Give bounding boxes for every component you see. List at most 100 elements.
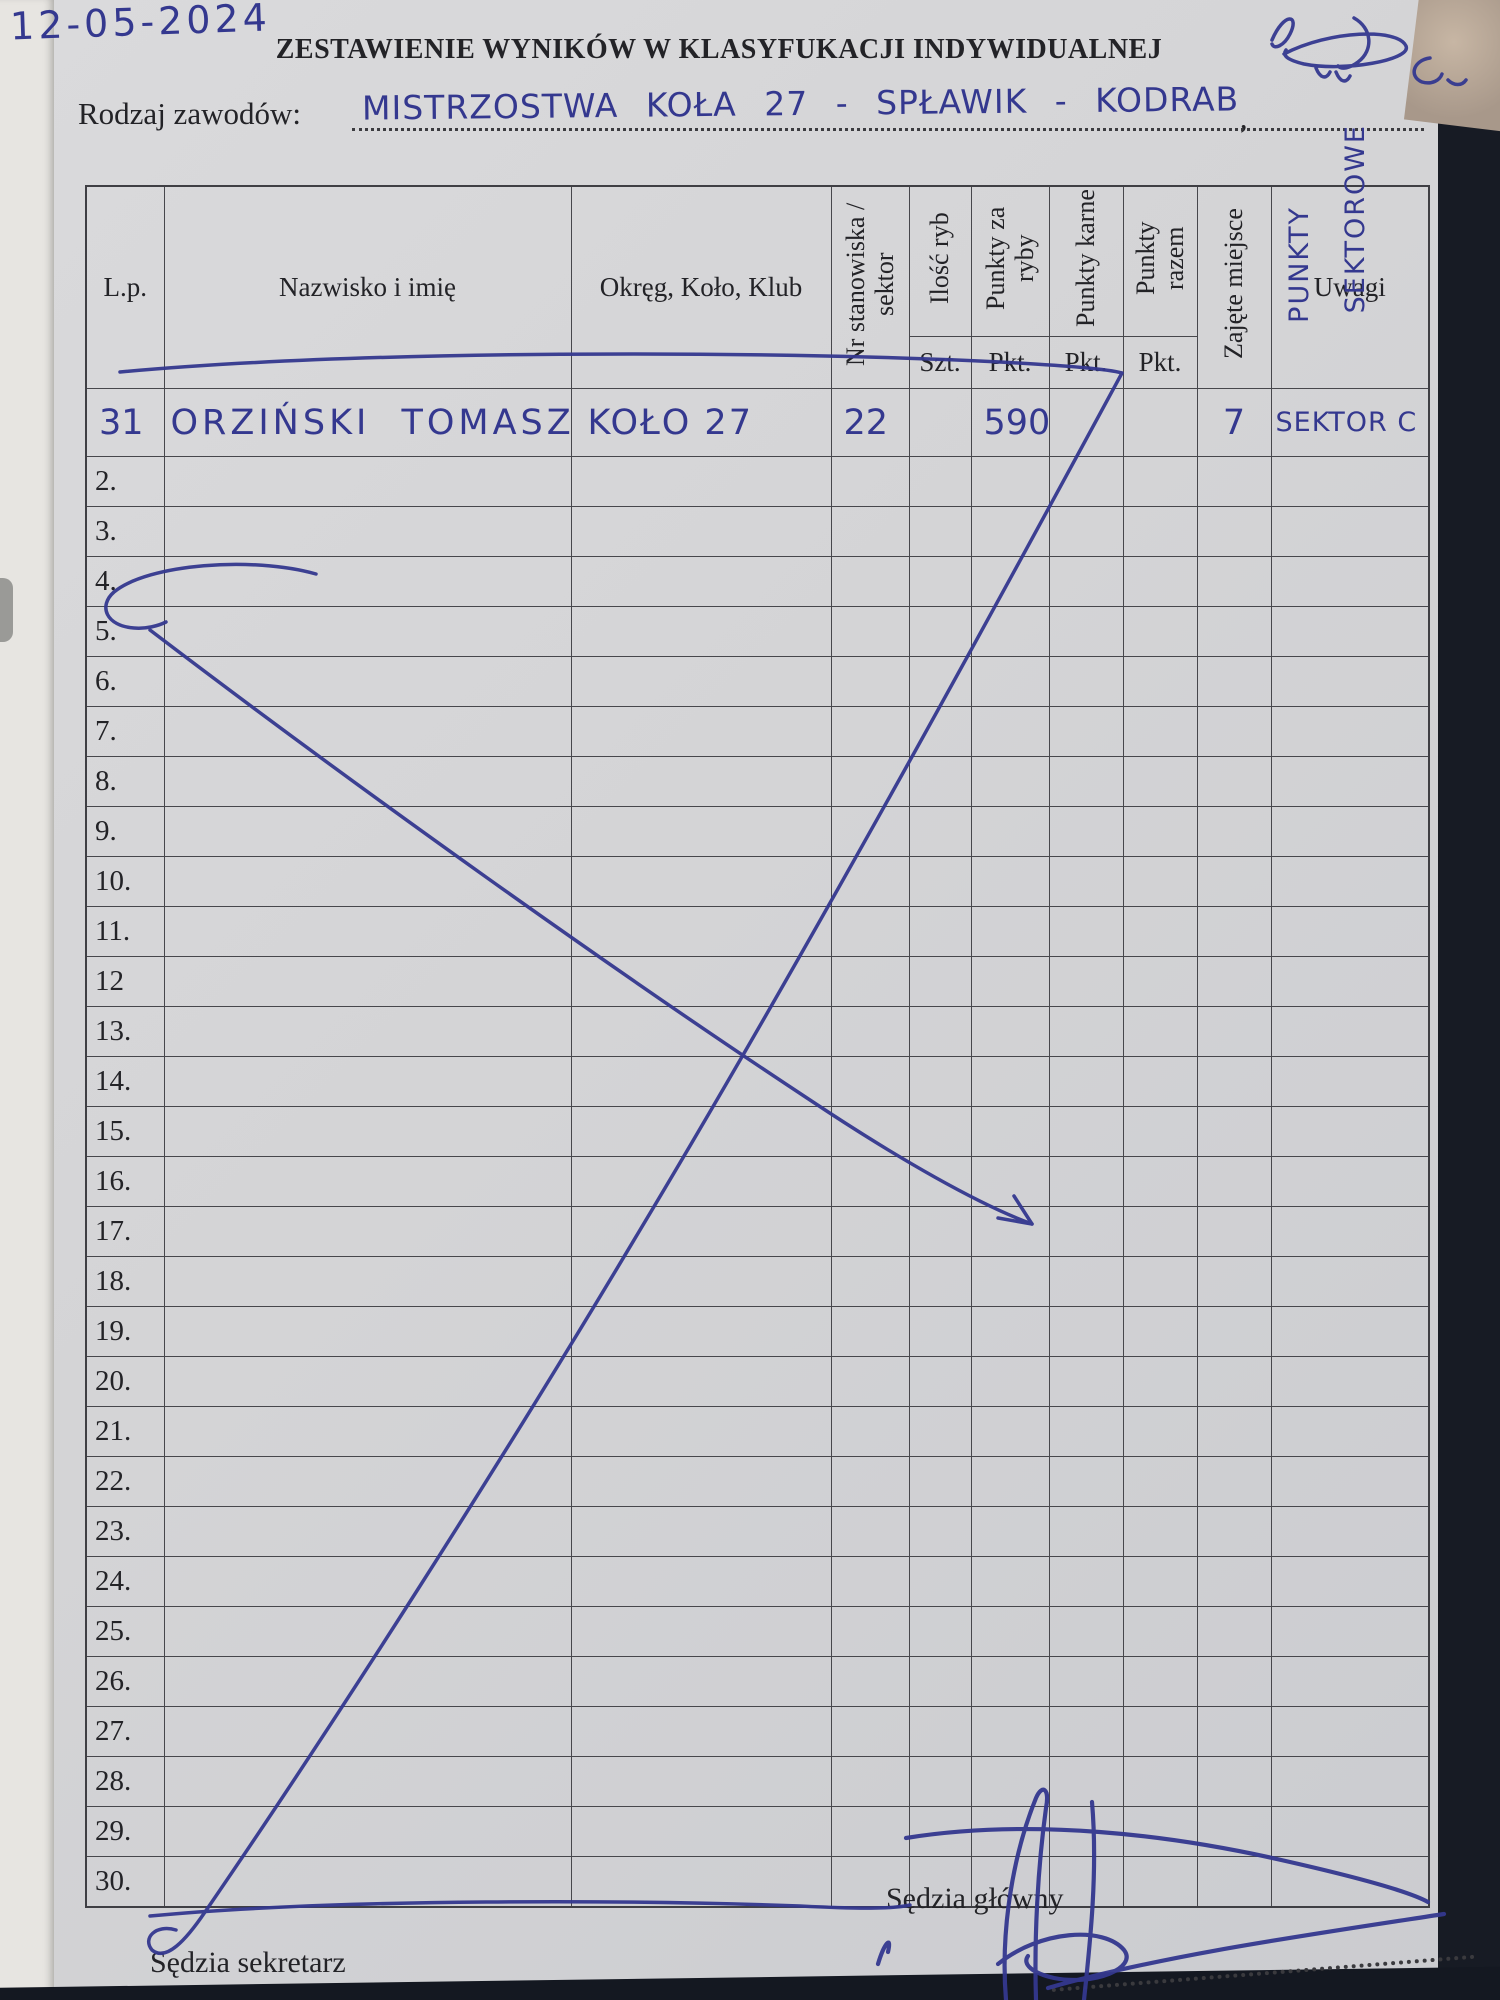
table-row: 4. [85, 556, 1430, 607]
cell-empty [1122, 1556, 1198, 1607]
table-row: 9. [85, 806, 1430, 857]
row-number: 21. [95, 1415, 132, 1447]
cell-empty [1048, 1206, 1124, 1257]
cell-empty [1048, 456, 1124, 507]
chief-judge-label: Sędzia główny [886, 1882, 1064, 1915]
table-row: 16. [85, 1156, 1430, 1207]
cell-empty [1122, 1006, 1198, 1057]
cell-empty [163, 956, 572, 1007]
cell-empty [908, 1306, 972, 1357]
cell-empty [570, 956, 832, 1007]
cell-empty [1270, 1356, 1430, 1407]
cell-empty [970, 1356, 1050, 1407]
cell-empty [1048, 506, 1124, 557]
cell-empty [970, 506, 1050, 557]
torn-edge-notch [0, 578, 13, 642]
cell-empty [908, 1656, 972, 1707]
table-row: 7. [85, 706, 1430, 757]
cell-empty [163, 906, 572, 957]
cell-empty [908, 1806, 972, 1857]
table-row: 8. [85, 756, 1430, 807]
cell-empty [970, 1156, 1050, 1207]
row1-lp-cell: 31 [85, 388, 165, 457]
cell-empty [1122, 1256, 1198, 1307]
cell-empty [1048, 756, 1124, 807]
torn-left-edge [0, 0, 54, 1992]
cell-empty [908, 656, 972, 707]
row-number: 12 [95, 965, 124, 997]
col-header-fish-points: Punkty za ryby [970, 185, 1050, 337]
cell-empty [1196, 1106, 1272, 1157]
col-header-fish-count-label: Ilość ryb [925, 212, 955, 304]
cell-empty [908, 906, 972, 957]
cell-empty [1196, 856, 1272, 907]
subheader-szt: Szt. [908, 336, 972, 389]
cell-empty [908, 1756, 972, 1807]
cell-empty [1048, 1406, 1124, 1457]
table-row: 6. [85, 656, 1430, 707]
row-number-cell: 29. [85, 1806, 165, 1857]
row-number-cell: 3. [85, 506, 165, 557]
cell-empty [970, 556, 1050, 607]
cell-empty [1270, 1656, 1430, 1707]
cell-empty [970, 456, 1050, 507]
row-number: 6. [95, 665, 117, 697]
page-title: ZESTAWIENIE WYNIKÓW W KLASYFUKACJI INDYW… [275, 34, 1163, 65]
cell-empty [163, 806, 572, 857]
cell-empty [908, 756, 972, 807]
row-number: 14. [95, 1065, 132, 1097]
row-number-cell: 11. [85, 906, 165, 957]
cell-empty [908, 1456, 972, 1507]
row1-penalty-points-cell [1048, 388, 1124, 457]
cell-empty [570, 1556, 832, 1607]
cell-empty [1270, 1306, 1430, 1357]
cell-empty [1048, 1306, 1124, 1357]
cell-empty [1122, 756, 1198, 807]
cell-empty [970, 1456, 1050, 1507]
table-row: 15. [85, 1106, 1430, 1157]
cell-empty [830, 1306, 910, 1357]
cell-empty [1270, 456, 1430, 507]
cell-empty [1048, 1106, 1124, 1157]
cell-empty [1048, 1456, 1124, 1507]
cell-empty [830, 1806, 910, 1857]
cell-empty [1196, 1506, 1272, 1557]
cell-empty [570, 1356, 832, 1407]
cell-empty [1122, 1106, 1198, 1157]
cell-empty [570, 1806, 832, 1857]
cell-empty [1122, 1206, 1198, 1257]
cell-empty [1048, 706, 1124, 757]
cell-empty [1196, 1556, 1272, 1607]
cell-empty [1196, 606, 1272, 657]
cell-empty [163, 1456, 572, 1507]
cell-empty [1196, 756, 1272, 807]
cell-empty [1270, 1506, 1430, 1557]
cell-empty [163, 706, 572, 757]
cell-empty [1270, 606, 1430, 657]
cell-empty [1048, 1756, 1124, 1807]
row-number: 30. [95, 1864, 132, 1897]
cell-empty [1048, 906, 1124, 957]
row-number: 17. [95, 1215, 132, 1247]
vertical-note-text: PUNKTY [1284, 206, 1315, 323]
table-row: 19. [85, 1306, 1430, 1357]
row-number: 25. [95, 1615, 132, 1647]
col-header-station-label: Nr stanowiska / sektor [840, 202, 899, 366]
cell-empty [1122, 1756, 1198, 1807]
cell-empty [1196, 906, 1272, 957]
handwritten-vertical-note-sektorowe: SEKTOROWE [1340, 124, 1371, 352]
cell-empty [830, 1456, 910, 1507]
cell-empty [163, 1806, 572, 1857]
row1-lp: 31 [99, 402, 144, 443]
cell-empty [1122, 856, 1198, 907]
table-row: 22. [85, 1456, 1430, 1507]
col-header-fish-count: Ilość ryb [908, 185, 972, 337]
cell-empty [163, 1256, 572, 1307]
cell-empty [1270, 756, 1430, 807]
row-number: 3. [95, 515, 117, 547]
cell-empty [570, 556, 832, 607]
cell-empty [1196, 456, 1272, 507]
cell-empty [908, 1556, 972, 1607]
row-number: 8. [95, 765, 117, 797]
table-row: 27. [85, 1706, 1430, 1757]
